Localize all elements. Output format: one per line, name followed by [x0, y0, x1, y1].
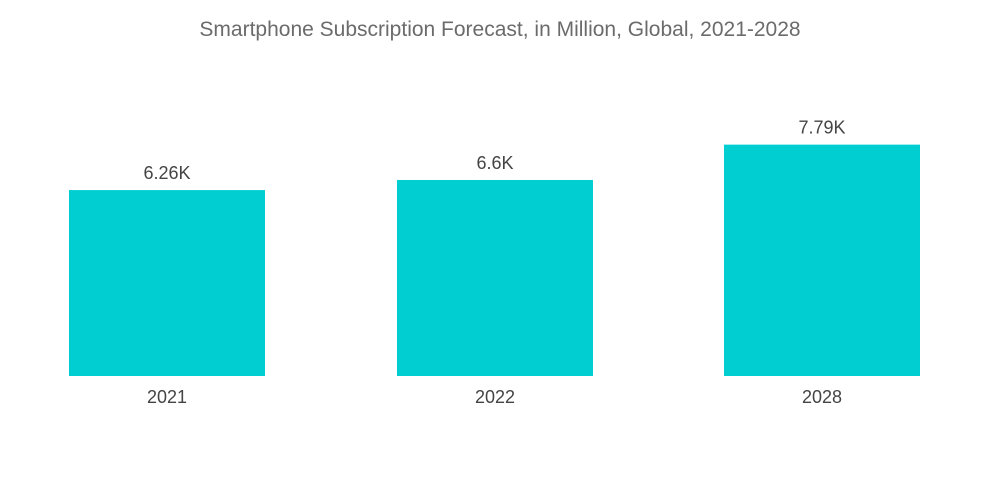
x-tick-label-2028: 2028 [802, 387, 842, 407]
chart-title: Smartphone Subscription Forecast, in Mil… [199, 18, 801, 41]
data-label-2021: 6.26K [143, 163, 190, 183]
x-tick-label-2022: 2022 [475, 387, 515, 407]
bar-2021 [69, 190, 265, 376]
data-label-2028: 7.79K [798, 118, 845, 138]
x-tick-label-2021: 2021 [147, 387, 187, 407]
bar-2022 [397, 179, 593, 376]
bar-2028 [724, 144, 920, 376]
data-label-2022: 6.6K [476, 153, 513, 173]
